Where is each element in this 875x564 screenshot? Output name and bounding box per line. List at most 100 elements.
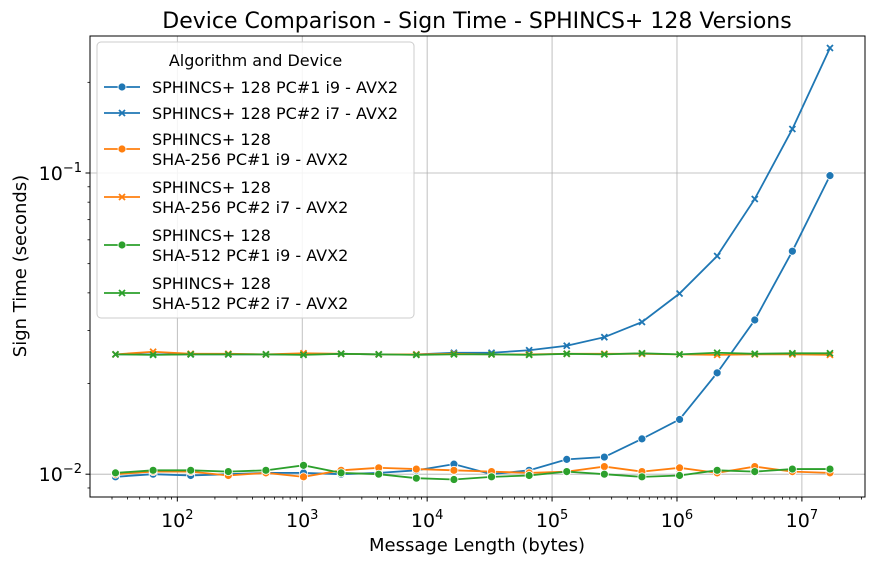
- data-point: [186, 465, 196, 475]
- series-line: [115, 175, 831, 478]
- data-point: [562, 454, 572, 464]
- marker-stroke: [826, 44, 834, 52]
- series-5: [111, 460, 835, 484]
- marker-stroke: [713, 252, 721, 260]
- marker-stroke: [600, 350, 608, 358]
- marker-stroke: [149, 351, 157, 359]
- data-point: [487, 350, 496, 358]
- legend-label: SHA-512 PC#1 i9 - AVX2: [152, 246, 348, 265]
- data-point: [411, 464, 421, 474]
- legend-title: Algorithm and Device: [169, 51, 342, 70]
- data-point: [750, 315, 760, 325]
- marker-stroke: [262, 350, 270, 358]
- data-point: [599, 469, 609, 479]
- x-tick-label: 103: [286, 508, 318, 532]
- data-point: [638, 318, 646, 326]
- data-point: [563, 342, 571, 350]
- legend-label: SPHINCS+ 128: [152, 178, 271, 197]
- legend-entry-2: SPHINCS+ 128 PC#2 i7 - AVX2: [104, 104, 398, 123]
- data-point: [675, 350, 684, 358]
- data-point: [713, 252, 721, 260]
- data-point: [825, 464, 835, 474]
- data-point: [111, 350, 120, 358]
- axis-ticks: 102 103 104 105 106 107 10−2 10−1: [39, 81, 862, 532]
- legend-label: SPHINCS+ 128 PC#1 i9 - AVX2: [152, 78, 398, 97]
- legend-entry-1: SPHINCS+ 128 PC#1 i9 - AVX2: [104, 78, 398, 97]
- marker-stroke: [118, 289, 126, 297]
- data-point: [712, 465, 722, 475]
- marker-stroke: [299, 351, 308, 359]
- marker-stroke: [675, 350, 684, 358]
- x-tick-label: 106: [661, 508, 693, 532]
- data-point: [375, 350, 383, 358]
- marker-stroke: [118, 193, 126, 201]
- marker-stroke: [118, 109, 126, 117]
- data-point: [599, 452, 609, 462]
- x-axis-label: Message Length (bytes): [369, 535, 585, 556]
- data-point: [412, 351, 420, 359]
- data-point: [299, 460, 308, 470]
- data-point: [599, 462, 609, 471]
- marker-stroke: [638, 318, 646, 326]
- marker-stroke: [224, 350, 232, 358]
- legend-marker: [118, 193, 126, 201]
- marker-stroke: [487, 350, 496, 358]
- marker-stroke: [187, 350, 195, 358]
- x-tick-label: 107: [786, 508, 818, 532]
- data-point: [638, 349, 646, 357]
- series-line: [115, 464, 830, 481]
- data-point: [825, 171, 835, 181]
- data-point: [787, 246, 797, 256]
- data-point: [299, 472, 308, 482]
- marker-stroke: [563, 350, 571, 358]
- x-tick-label: 104: [411, 508, 443, 532]
- legend-label: SHA-256 PC#1 i9 - AVX2: [152, 150, 348, 169]
- data-point: [675, 415, 684, 424]
- marker-stroke: [375, 350, 383, 358]
- legend-marker: [118, 109, 126, 117]
- marker-stroke: [675, 289, 684, 298]
- marker-stroke: [713, 349, 721, 357]
- data-point: [750, 467, 760, 477]
- marker-stroke: [788, 349, 797, 357]
- data-point: [336, 468, 346, 478]
- data-point: [675, 463, 684, 473]
- chart-title: Device Comparison - Sign Time - SPHINCS+…: [162, 9, 791, 34]
- data-point: [713, 349, 721, 357]
- legend-label: SHA-512 PC#2 i7 - AVX2: [152, 294, 348, 313]
- data-point: [261, 465, 271, 475]
- data-point: [826, 349, 834, 357]
- data-point: [788, 125, 797, 133]
- x-tick-label: 102: [161, 508, 193, 532]
- marker-stroke: [337, 350, 345, 358]
- data-point: [450, 350, 458, 358]
- series-6: [111, 349, 834, 359]
- data-point: [449, 475, 459, 484]
- legend-label: SPHINCS+ 128: [152, 130, 271, 149]
- marker-stroke: [751, 195, 759, 203]
- marker-stroke: [111, 350, 120, 358]
- marker-stroke: [638, 349, 646, 357]
- series-line: [115, 351, 830, 356]
- data-point: [337, 350, 345, 358]
- data-point: [787, 464, 797, 474]
- data-point: [487, 472, 496, 482]
- y-tick-label: 10−1: [39, 161, 82, 185]
- data-point: [712, 368, 722, 378]
- legend-label: SHA-256 PC#2 i7 - AVX2: [152, 198, 348, 217]
- data-point: [187, 350, 195, 358]
- legend: Algorithm and Device SPHINCS+ 128 PC#1 i…: [96, 41, 415, 319]
- marker-stroke: [826, 349, 834, 357]
- data-point: [600, 350, 608, 358]
- data-point: [600, 333, 608, 341]
- data-point: [148, 465, 158, 475]
- legend-marker: [118, 289, 126, 297]
- y-axis-label: Sign Time (seconds): [10, 175, 31, 357]
- legend-label: SPHINCS+ 128: [152, 226, 271, 245]
- data-point: [224, 350, 232, 358]
- legend-box: [96, 41, 415, 319]
